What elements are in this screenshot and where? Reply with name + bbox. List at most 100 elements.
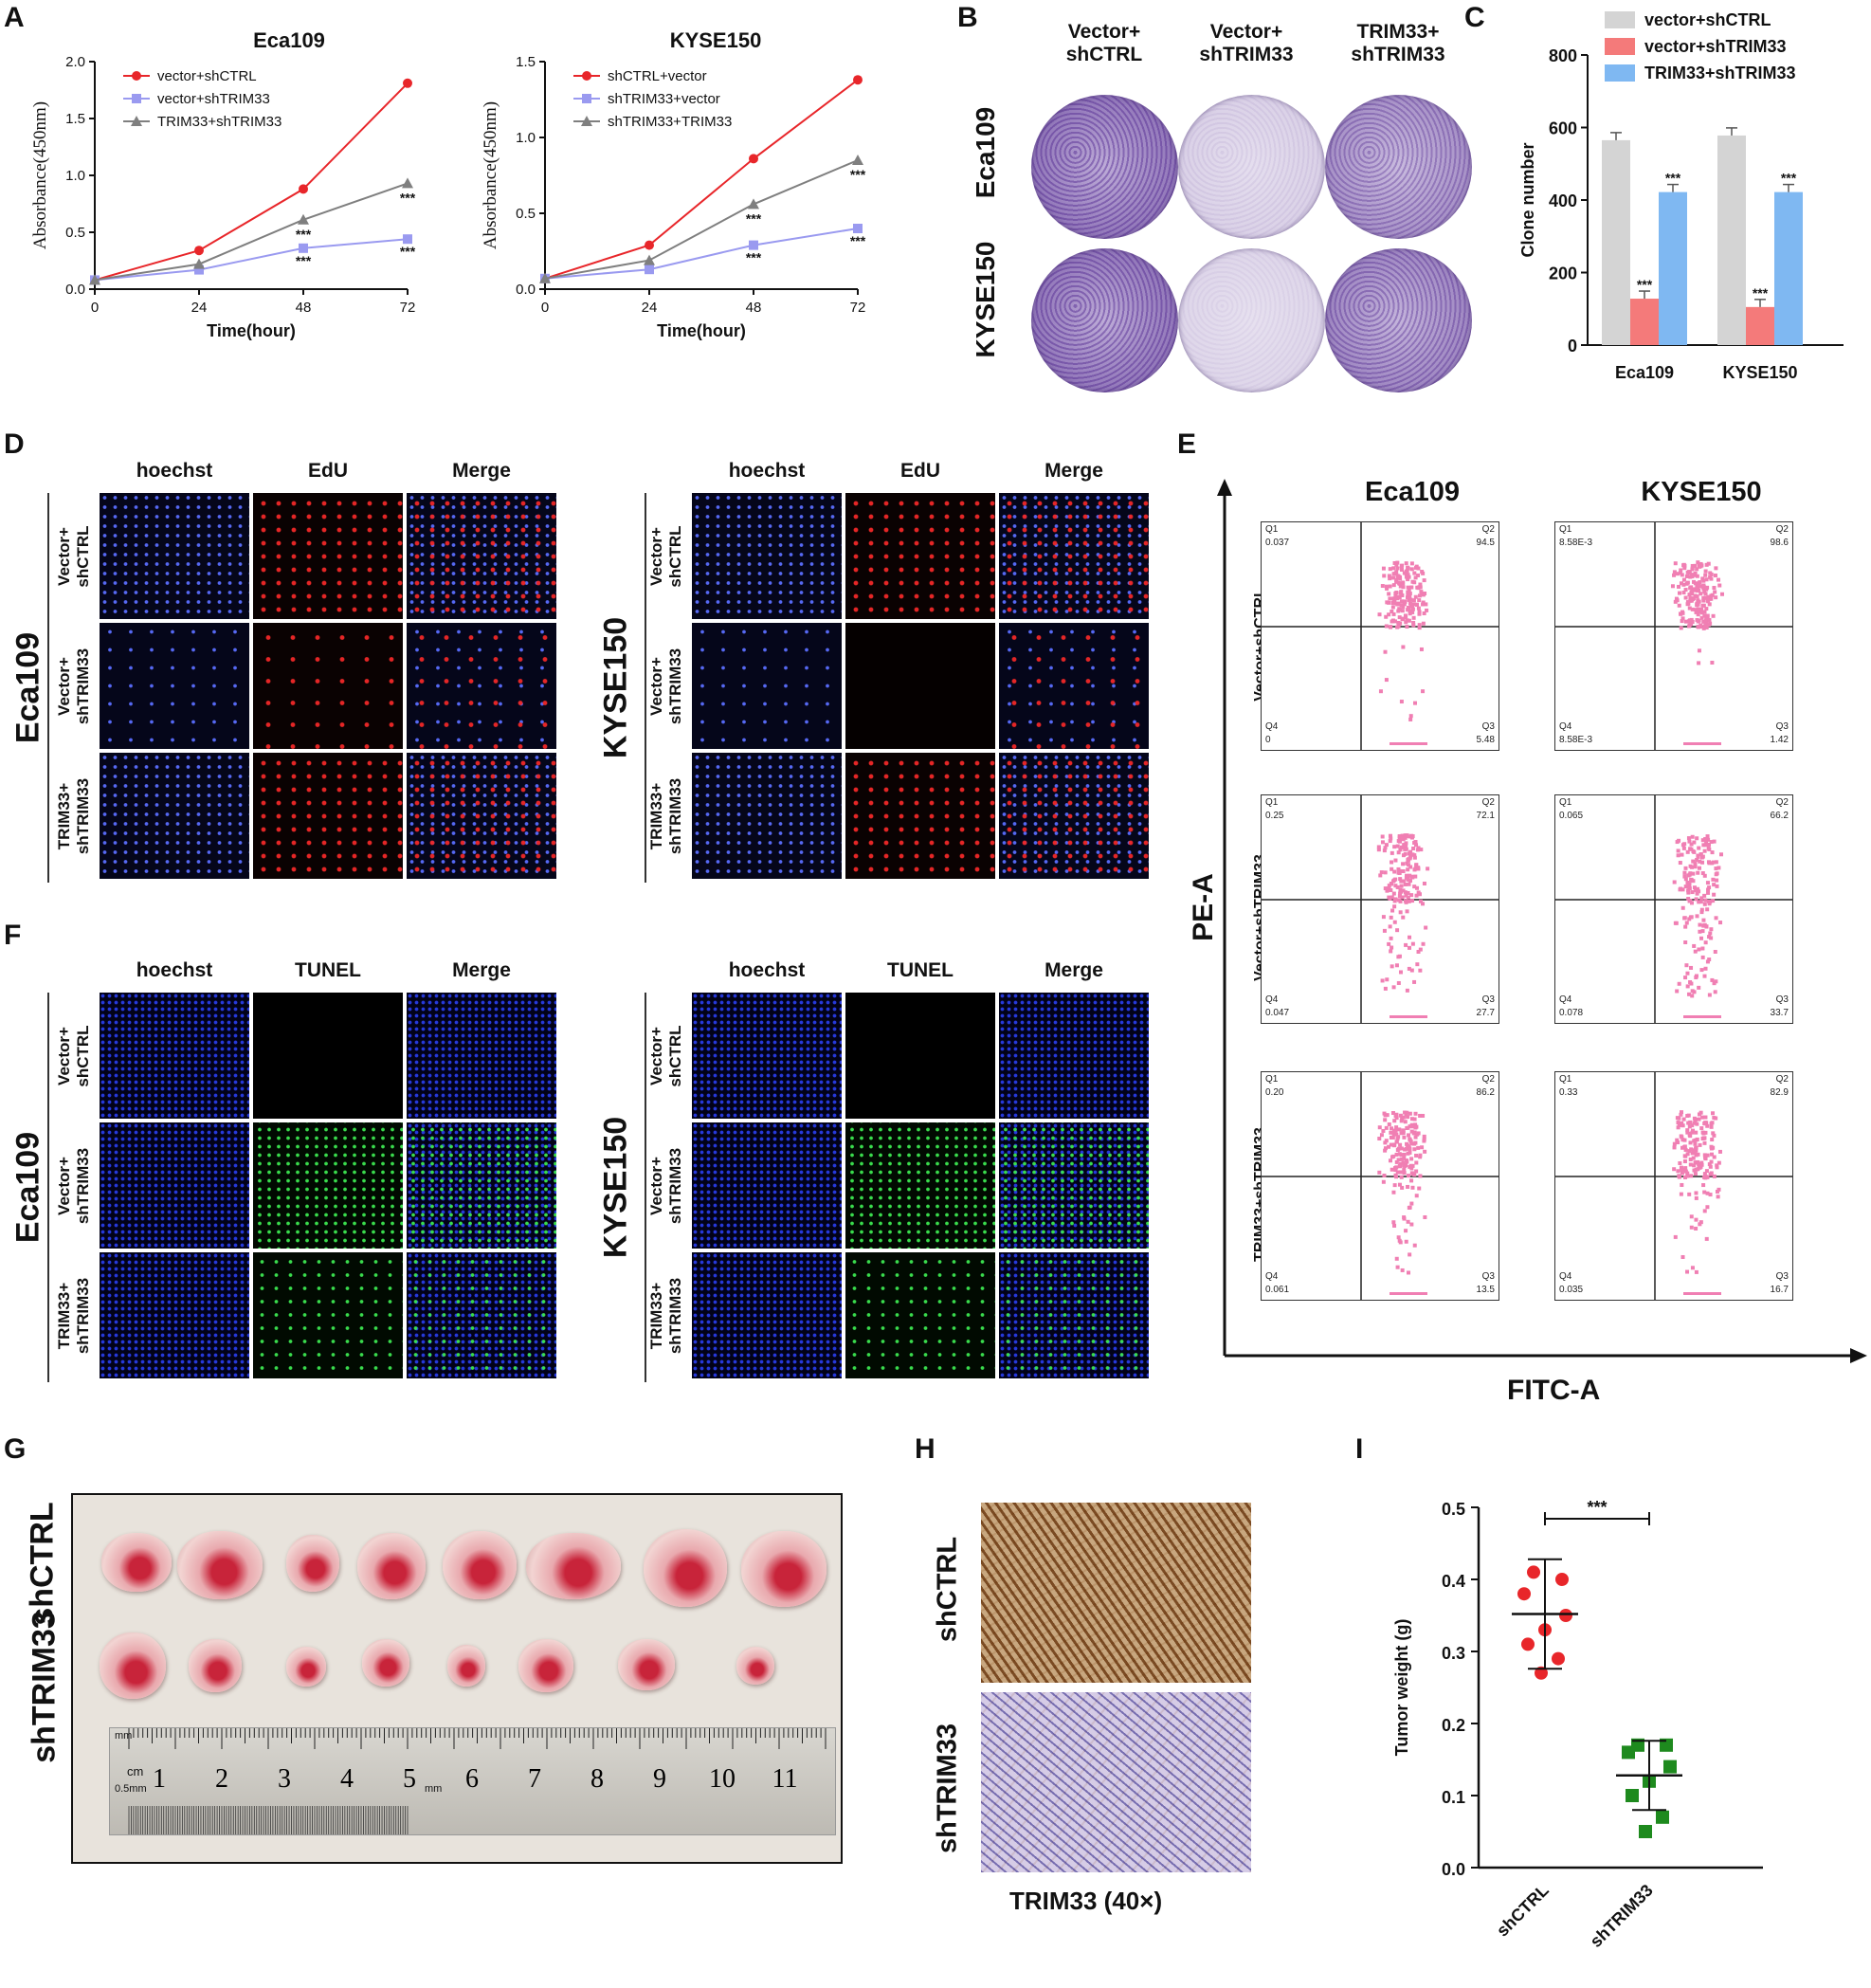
event-dot [1712,883,1717,887]
event-dot [1702,1209,1707,1213]
event-dot [1680,887,1685,892]
event-dot [1676,853,1680,858]
y-tick-label: 2.0 [65,57,85,70]
event-dot [1394,1112,1399,1117]
event-dot [1706,837,1711,842]
event-dot [1390,866,1394,871]
event-dot [1406,1115,1410,1120]
h-row-shctrl: shCTRL [932,1536,963,1643]
event-dot [1414,863,1419,867]
event-dot [1706,890,1711,895]
event-dot [1707,885,1712,890]
event-dot [1703,1156,1708,1160]
facs-plot: Q1 0.20 Q2 86.2 Q3 13.5 Q4 0.061 [1261,1071,1499,1301]
event-dot [1400,833,1405,838]
event-dot [1703,622,1708,627]
event-dot [1406,895,1410,900]
event-dot [1412,1117,1417,1122]
quadrant-value-q4: 8.58E-3 [1559,735,1593,745]
event-dot [1397,581,1402,586]
event-dot [1413,575,1418,580]
event-dot [1407,899,1411,903]
event-dot [1422,1137,1426,1141]
x-tick-label: Eca109 [1615,363,1674,382]
series-line-1 [544,228,859,280]
event-dot [1394,1125,1399,1130]
legend-marker [132,71,141,81]
quadrant-value-q4: 0.035 [1559,1285,1584,1295]
event-dot [1401,868,1406,873]
event-dot [1390,605,1395,610]
data-point [852,155,863,165]
event-dot [1388,567,1392,572]
event-dot [1682,870,1687,875]
event-dot [1408,597,1413,602]
event-dot [1424,602,1428,607]
event-dot [1396,620,1401,625]
event-dot [1391,601,1396,606]
event-dot [1422,881,1426,885]
event-dot [1680,1135,1684,1140]
event-dot [1418,899,1423,903]
event-dot [1694,608,1698,612]
data-point [749,240,758,250]
event-dot [1388,576,1392,581]
event-dot [1705,1123,1710,1128]
event-dot [1686,836,1691,841]
event-dot [1675,572,1680,576]
event-dot [1673,599,1678,604]
event-dot [1398,591,1403,595]
event-dot [1399,700,1404,704]
event-dot [1705,1191,1710,1195]
b-col-2: Vector+ shTRIM33 [1199,21,1294,65]
event-dot [1677,591,1681,595]
event-dot [1414,843,1419,848]
event-dot [1398,899,1403,903]
colony-plate [1178,248,1325,392]
event-dot [1681,1117,1686,1122]
event-dot [1403,1147,1408,1152]
facs-axes [1217,479,1867,1363]
event-dot [1402,1167,1407,1172]
event-dot [1388,584,1392,589]
row-label: Vector+ shTRIM33 [647,1147,684,1224]
tumor [644,1529,727,1607]
event-dot [1400,845,1405,849]
event-dot [1394,562,1399,567]
micrograph-tunel [845,1122,995,1249]
event-dot [1408,1147,1412,1152]
event-dot [1672,573,1677,577]
event-dot [1707,935,1712,939]
row-label: Vector+ shTRIM33 [647,647,684,724]
micrograph-merge [407,753,556,879]
event-dot [1404,561,1408,566]
event-dot [1391,1190,1396,1195]
x-tick-label: 24 [642,300,658,316]
event-dot [1672,1145,1677,1150]
chart2-title: KYSE150 [669,28,762,52]
shctrl-point [1521,1637,1535,1651]
event-dot [1699,611,1704,615]
colony-plate [1178,95,1325,239]
micrograph-edu [253,753,403,879]
event-dot [1679,581,1683,586]
event-dot [1673,1234,1678,1239]
event-dot [1697,609,1701,613]
event-dot [1697,581,1701,586]
event-dot [1672,570,1677,575]
event-dot [1715,1189,1719,1194]
event-dot [1421,902,1426,906]
event-dot [1418,1113,1423,1118]
legend-swatch [1605,38,1635,55]
event-dot [1384,624,1389,629]
event-dot [1387,1144,1391,1149]
event-dot [1390,1126,1394,1131]
event-dot [1701,1131,1706,1136]
event-dot [1710,861,1715,866]
event-dot [1697,985,1701,990]
event-dot [1680,1182,1684,1187]
event-dot [1705,1153,1710,1158]
event-dot [1401,605,1406,610]
facs-yaxis-label: PE-A [1188,873,1219,941]
event-dot [1688,596,1693,601]
